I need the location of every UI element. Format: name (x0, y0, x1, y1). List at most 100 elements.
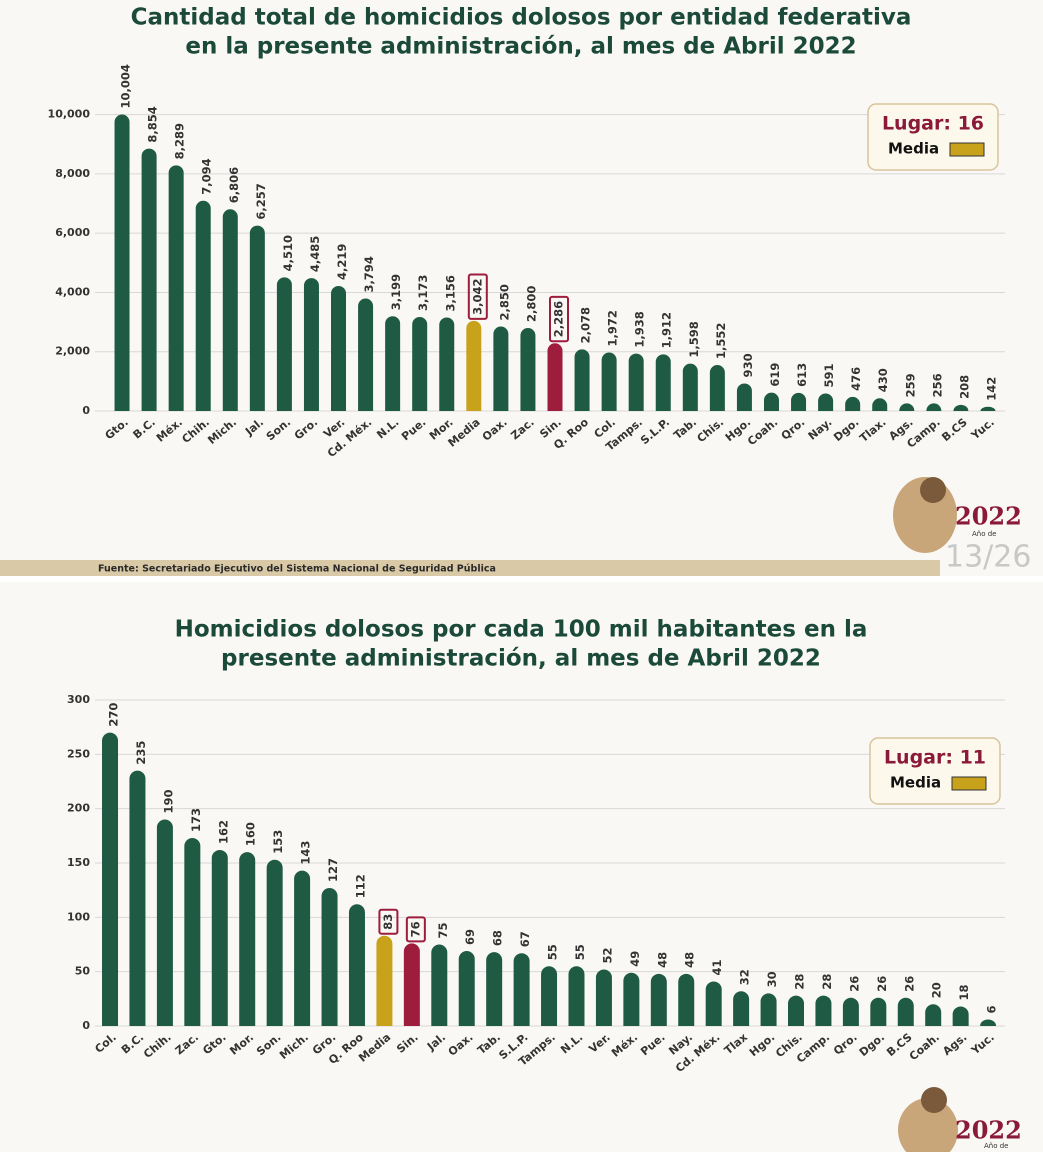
y-tick-label: 6,000 (55, 226, 90, 239)
value-label: 208 (957, 375, 971, 399)
bar (276, 277, 292, 411)
bar (195, 200, 211, 411)
value-label-group: 142 (984, 377, 998, 401)
legend-label: Media (890, 774, 941, 792)
y-tick-label: 2,000 (55, 345, 90, 358)
bar (897, 997, 914, 1026)
bar (141, 148, 157, 411)
value-label-group: 270 (107, 703, 121, 727)
value-label: 1,972 (606, 310, 620, 346)
y-tick-label: 0 (82, 404, 90, 417)
y-tick-label: 250 (67, 747, 90, 760)
bar (953, 404, 969, 411)
value-label: 6,806 (227, 167, 241, 203)
bar (385, 316, 401, 411)
value-label-group: 3,156 (443, 275, 457, 311)
value-label-group: 173 (189, 808, 203, 832)
bar (211, 849, 228, 1026)
value-label: 4,510 (281, 235, 295, 271)
y-tick-label: 0 (82, 1019, 90, 1032)
bar (129, 770, 146, 1026)
value-label: 6,257 (254, 183, 268, 219)
bar (623, 972, 640, 1026)
value-label: 162 (216, 820, 230, 844)
value-label: 153 (271, 830, 285, 854)
bar (980, 406, 996, 411)
value-label: 68 (491, 930, 505, 946)
bar (266, 859, 283, 1026)
bar (655, 354, 671, 411)
legend-title: Lugar: 11 (884, 747, 986, 769)
value-label-group: 69 (463, 929, 477, 945)
value-label: 270 (107, 703, 121, 727)
value-label: 8,854 (146, 106, 160, 142)
bar (872, 398, 888, 411)
bar (899, 403, 915, 411)
bar (926, 403, 942, 411)
value-label: 75 (436, 922, 450, 938)
bar (595, 969, 612, 1026)
value-label: 143 (299, 841, 313, 865)
logo: 2022 Año de (893, 477, 1022, 553)
value-label: 8,289 (173, 123, 187, 159)
value-label-group: 20 (930, 982, 944, 998)
value-label-group: 6,257 (254, 183, 268, 219)
value-label-group: 6,806 (227, 167, 241, 203)
y-tick-label: 4,000 (55, 285, 90, 298)
value-label-group: 160 (244, 822, 258, 846)
bar (466, 320, 482, 411)
bar (114, 114, 130, 411)
value-label: 30 (765, 971, 779, 987)
value-label: 256 (930, 373, 944, 397)
bar (348, 904, 365, 1026)
value-label-group: 2,286 (549, 295, 569, 343)
value-label-group: 2,850 (497, 284, 511, 320)
bar (870, 997, 887, 1026)
legend-label: Media (888, 140, 939, 158)
value-label-group: 26 (902, 976, 916, 992)
value-label: 127 (326, 858, 340, 882)
chart-title: Cantidad total de homicidios dolosos por… (131, 5, 912, 31)
value-label: 6 (985, 1005, 999, 1013)
logo-head (920, 477, 946, 503)
bar (705, 981, 722, 1026)
bar (403, 943, 420, 1026)
value-label: 69 (463, 929, 477, 945)
value-label-group: 476 (849, 367, 863, 391)
bar (249, 225, 265, 411)
value-label-group: 4,219 (335, 244, 349, 280)
value-label: 1,552 (714, 323, 728, 359)
value-label-group: 143 (299, 841, 313, 865)
value-label: 3,199 (389, 274, 403, 310)
page-number: 13/26 (945, 540, 1031, 575)
value-label-group: 4,485 (308, 236, 322, 272)
value-label-group: 41 (710, 959, 724, 975)
value-label: 10,004 (119, 64, 133, 108)
value-label-group: 18 (957, 984, 971, 1000)
source: Fuente: Secretariado Ejecutivo del Siste… (98, 564, 496, 575)
value-label: 2,800 (524, 286, 538, 322)
value-label-group: 55 (573, 944, 587, 960)
value-label-group: 3,199 (389, 274, 403, 310)
value-label-group: 2,800 (524, 286, 538, 322)
value-label: 48 (655, 952, 669, 968)
bar (628, 353, 644, 411)
bar (321, 887, 338, 1026)
bar (601, 352, 617, 411)
value-label: 3,042 (470, 278, 484, 314)
y-tick-label: 8,000 (55, 167, 90, 180)
bar (574, 349, 590, 411)
bar (431, 944, 448, 1026)
legend-title: Lugar: 16 (882, 113, 984, 135)
value-label-group: 127 (326, 858, 340, 882)
value-label: 7,094 (200, 158, 214, 194)
value-label: 1,938 (633, 311, 647, 347)
value-label: 3,156 (443, 275, 457, 311)
value-label-group: 930 (741, 353, 755, 377)
value-label-group: 28 (793, 974, 807, 990)
value-label-group: 259 (903, 373, 917, 397)
value-label: 2,850 (497, 284, 511, 320)
bar (818, 393, 834, 411)
bar (102, 732, 119, 1026)
value-label-group: 55 (546, 944, 560, 960)
